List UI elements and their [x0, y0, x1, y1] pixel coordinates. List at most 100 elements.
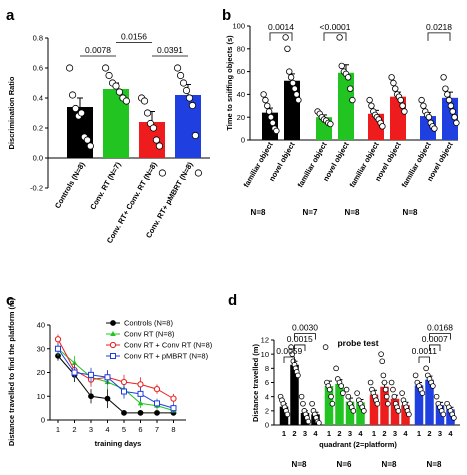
d-group-0-bar-0-point-5: [284, 411, 291, 418]
b-bar-0-point-4: [267, 113, 275, 121]
b-group-n-3: N=8: [403, 208, 418, 217]
a-y-tick-label-0: -0.2: [30, 184, 43, 193]
c-series-3-point-6: [154, 400, 160, 407]
c-y-tick-label-1: 10: [37, 392, 45, 401]
d-group-1-bar-3-point-0: [354, 390, 360, 396]
d-group-2-bar-0-point-0: [367, 379, 374, 386]
b-bar-0-point-1: [262, 96, 269, 104]
d-group-1-bar-3-point-4: [361, 408, 367, 414]
a-group-0-point-1: [68, 91, 77, 99]
a-group-0-point-4: [77, 109, 86, 117]
panel-label-c: c: [6, 292, 14, 309]
b-bar-7-point-5: [449, 108, 456, 115]
a-group-1-point-4: [115, 88, 124, 96]
a-y-tick-label-2: 0.2: [33, 124, 43, 133]
d-group-0-category-label-1: 2: [292, 429, 296, 438]
c-x-tick-label-4: 5: [122, 425, 126, 434]
a-group-3-point-4: [185, 94, 194, 102]
d-group-0-bar-1-bar: [290, 364, 299, 425]
panel-c-line-chart: 0 10 20 30 40 Distance travelled to find the …: [7, 297, 213, 448]
b-bar-7-point-1: [442, 85, 449, 92]
d-group-3-category-label-3: 4: [448, 429, 453, 438]
b-comparison-1-p-value: <0.0001: [320, 22, 351, 32]
d-comparison-1-bracket: [294, 344, 306, 351]
d-comparison-0-p-value: 0.0059: [276, 346, 302, 356]
d-group-n-3: N=8: [427, 460, 442, 469]
d-comparison-5-p-value: 0.0168: [427, 323, 453, 333]
c-x-tick-label-1: 2: [72, 425, 76, 434]
d-group-n-0: N=8: [292, 460, 307, 469]
a-y-tick-label-4: 0.6: [33, 64, 43, 73]
d-group-0-category-label-3: 4: [313, 429, 318, 438]
a-group-0-point-7: [86, 142, 95, 150]
d-y-tick-label-5: 10: [261, 350, 269, 359]
d-group-2-bar-1-bar: [380, 386, 389, 425]
d-group-n-2: N=8: [382, 460, 397, 469]
d-group-2-bar-2-point-0: [388, 379, 395, 386]
d-group-2-bar-2-bar: [390, 398, 400, 425]
b-bar-0-point-0: [260, 91, 267, 98]
a-group-3-bar: [175, 95, 201, 158]
c-legend-label-0: Controls (N=8): [124, 319, 173, 328]
c-y-tick-label-3: 30: [37, 344, 45, 353]
c-legend-label-2: Conv RT + Conv RT (N=8): [124, 341, 213, 350]
b-y-tick-label-2: 40: [237, 90, 245, 99]
b-bar-4-point-1: [368, 102, 375, 109]
a-group-2-point-5: [152, 136, 161, 144]
d-group-1-bar-2-point-4: [350, 408, 357, 414]
b-bar-3-point-6: [349, 96, 356, 104]
b-bar-7-bar: [442, 97, 458, 140]
b-y-axis-label: Time to sniffing objects (s): [225, 35, 234, 131]
c-x-axis-label: training days: [95, 439, 142, 448]
d-group-2-bar-0-bar: [369, 394, 379, 425]
a-group-2-point-1: [140, 97, 149, 105]
c-series-0-point-4: [121, 409, 127, 416]
d-group-1-bar-0-bar: [324, 386, 334, 425]
c-legend-marker-3: [110, 353, 116, 359]
b-bar-3-bar: [338, 72, 354, 140]
d-group-2-category-label-3: 4: [403, 429, 408, 438]
a-category-label-1: Conv. RT (N=7): [88, 160, 123, 211]
b-bar-5-point-1: [390, 79, 397, 87]
a-group-0-point-2: [71, 104, 80, 113]
b-y-tick-label-3: 60: [237, 67, 245, 76]
d-comparison-5-bracket: [429, 333, 451, 340]
c-y-tick-label-2: 20: [37, 368, 45, 377]
d-group-3-bar-0-point-0: [412, 372, 419, 379]
c-legend-marker-1: [110, 331, 116, 336]
d-group-1-category-label-1: 2: [337, 429, 341, 438]
d-group-0-category-label-0: 1: [282, 429, 286, 438]
b-bar-0-point-3: [265, 108, 273, 115]
d-comparison-0-bracket: [283, 356, 295, 363]
d-y-tick-label-1: 2: [265, 406, 269, 415]
b-bar-7-point-7: [453, 119, 460, 127]
a-y-tick-label-5: 0.8: [33, 34, 43, 43]
c-legend-label-1: Conv RT (N=8): [124, 330, 175, 339]
b-bar-3-point-4: [344, 74, 352, 81]
a-group-3-point-3: [182, 86, 191, 95]
c-series-2-point-0: [54, 336, 62, 343]
d-group-1-bar-0-point-0: [322, 344, 329, 350]
d-group-2-bar-2-point-5: [395, 408, 402, 414]
d-group-3-bar-1-point-0: [423, 365, 429, 372]
d-comparison-2-p-value: 0.0030: [292, 323, 318, 333]
a-group-2-point-6: [155, 142, 164, 150]
c-series-3-point-0: [55, 345, 61, 352]
a-group-1-point-1: [105, 71, 113, 80]
a-group-1-point-0: [102, 64, 110, 72]
d-comparison-3-bracket: [418, 356, 430, 363]
c-series-3-point-3: [104, 374, 111, 381]
d-group-3-bar-2-point-0: [433, 393, 440, 400]
a-y-axis-label: Discrimination Ratio: [7, 76, 16, 149]
a-group-3-point-6: [191, 131, 200, 140]
b-bar-7-point-6: [451, 113, 458, 121]
b-bar-6-point-4: [425, 113, 433, 121]
b-bar-1-point-0: [282, 34, 289, 41]
d-y-tick-label-6: 12: [261, 336, 269, 345]
d-y-tick-label-0: 0: [265, 421, 269, 430]
panel-label-b: b: [222, 7, 231, 24]
b-comparison-2-bracket: [427, 32, 451, 41]
b-bar-3-point-5: [347, 85, 354, 92]
d-group-2-bar-1-point-5: [383, 393, 390, 400]
